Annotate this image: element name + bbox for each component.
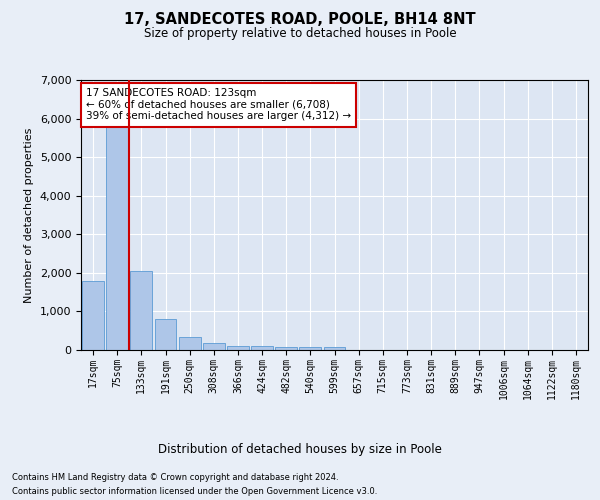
Text: 17, SANDECOTES ROAD, POOLE, BH14 8NT: 17, SANDECOTES ROAD, POOLE, BH14 8NT [124,12,476,28]
Bar [106,127,128,350]
Text: Distribution of detached houses by size in Poole: Distribution of detached houses by size … [158,442,442,456]
Text: Contains HM Land Registry data © Crown copyright and database right 2024.: Contains HM Land Registry data © Crown c… [12,472,338,482]
Bar [179,337,200,350]
Bar [155,319,176,350]
Bar [203,342,224,350]
Bar [130,270,152,350]
Bar [251,346,273,350]
Bar [275,346,297,350]
Text: Contains public sector information licensed under the Open Government Licence v3: Contains public sector information licen… [12,488,377,496]
Bar [323,348,346,350]
Text: 17 SANDECOTES ROAD: 123sqm
← 60% of detached houses are smaller (6,708)
39% of s: 17 SANDECOTES ROAD: 123sqm ← 60% of deta… [86,88,351,122]
Y-axis label: Number of detached properties: Number of detached properties [24,128,34,302]
Bar [299,347,321,350]
Bar [82,282,104,350]
Bar [227,346,249,350]
Text: Size of property relative to detached houses in Poole: Size of property relative to detached ho… [143,28,457,40]
